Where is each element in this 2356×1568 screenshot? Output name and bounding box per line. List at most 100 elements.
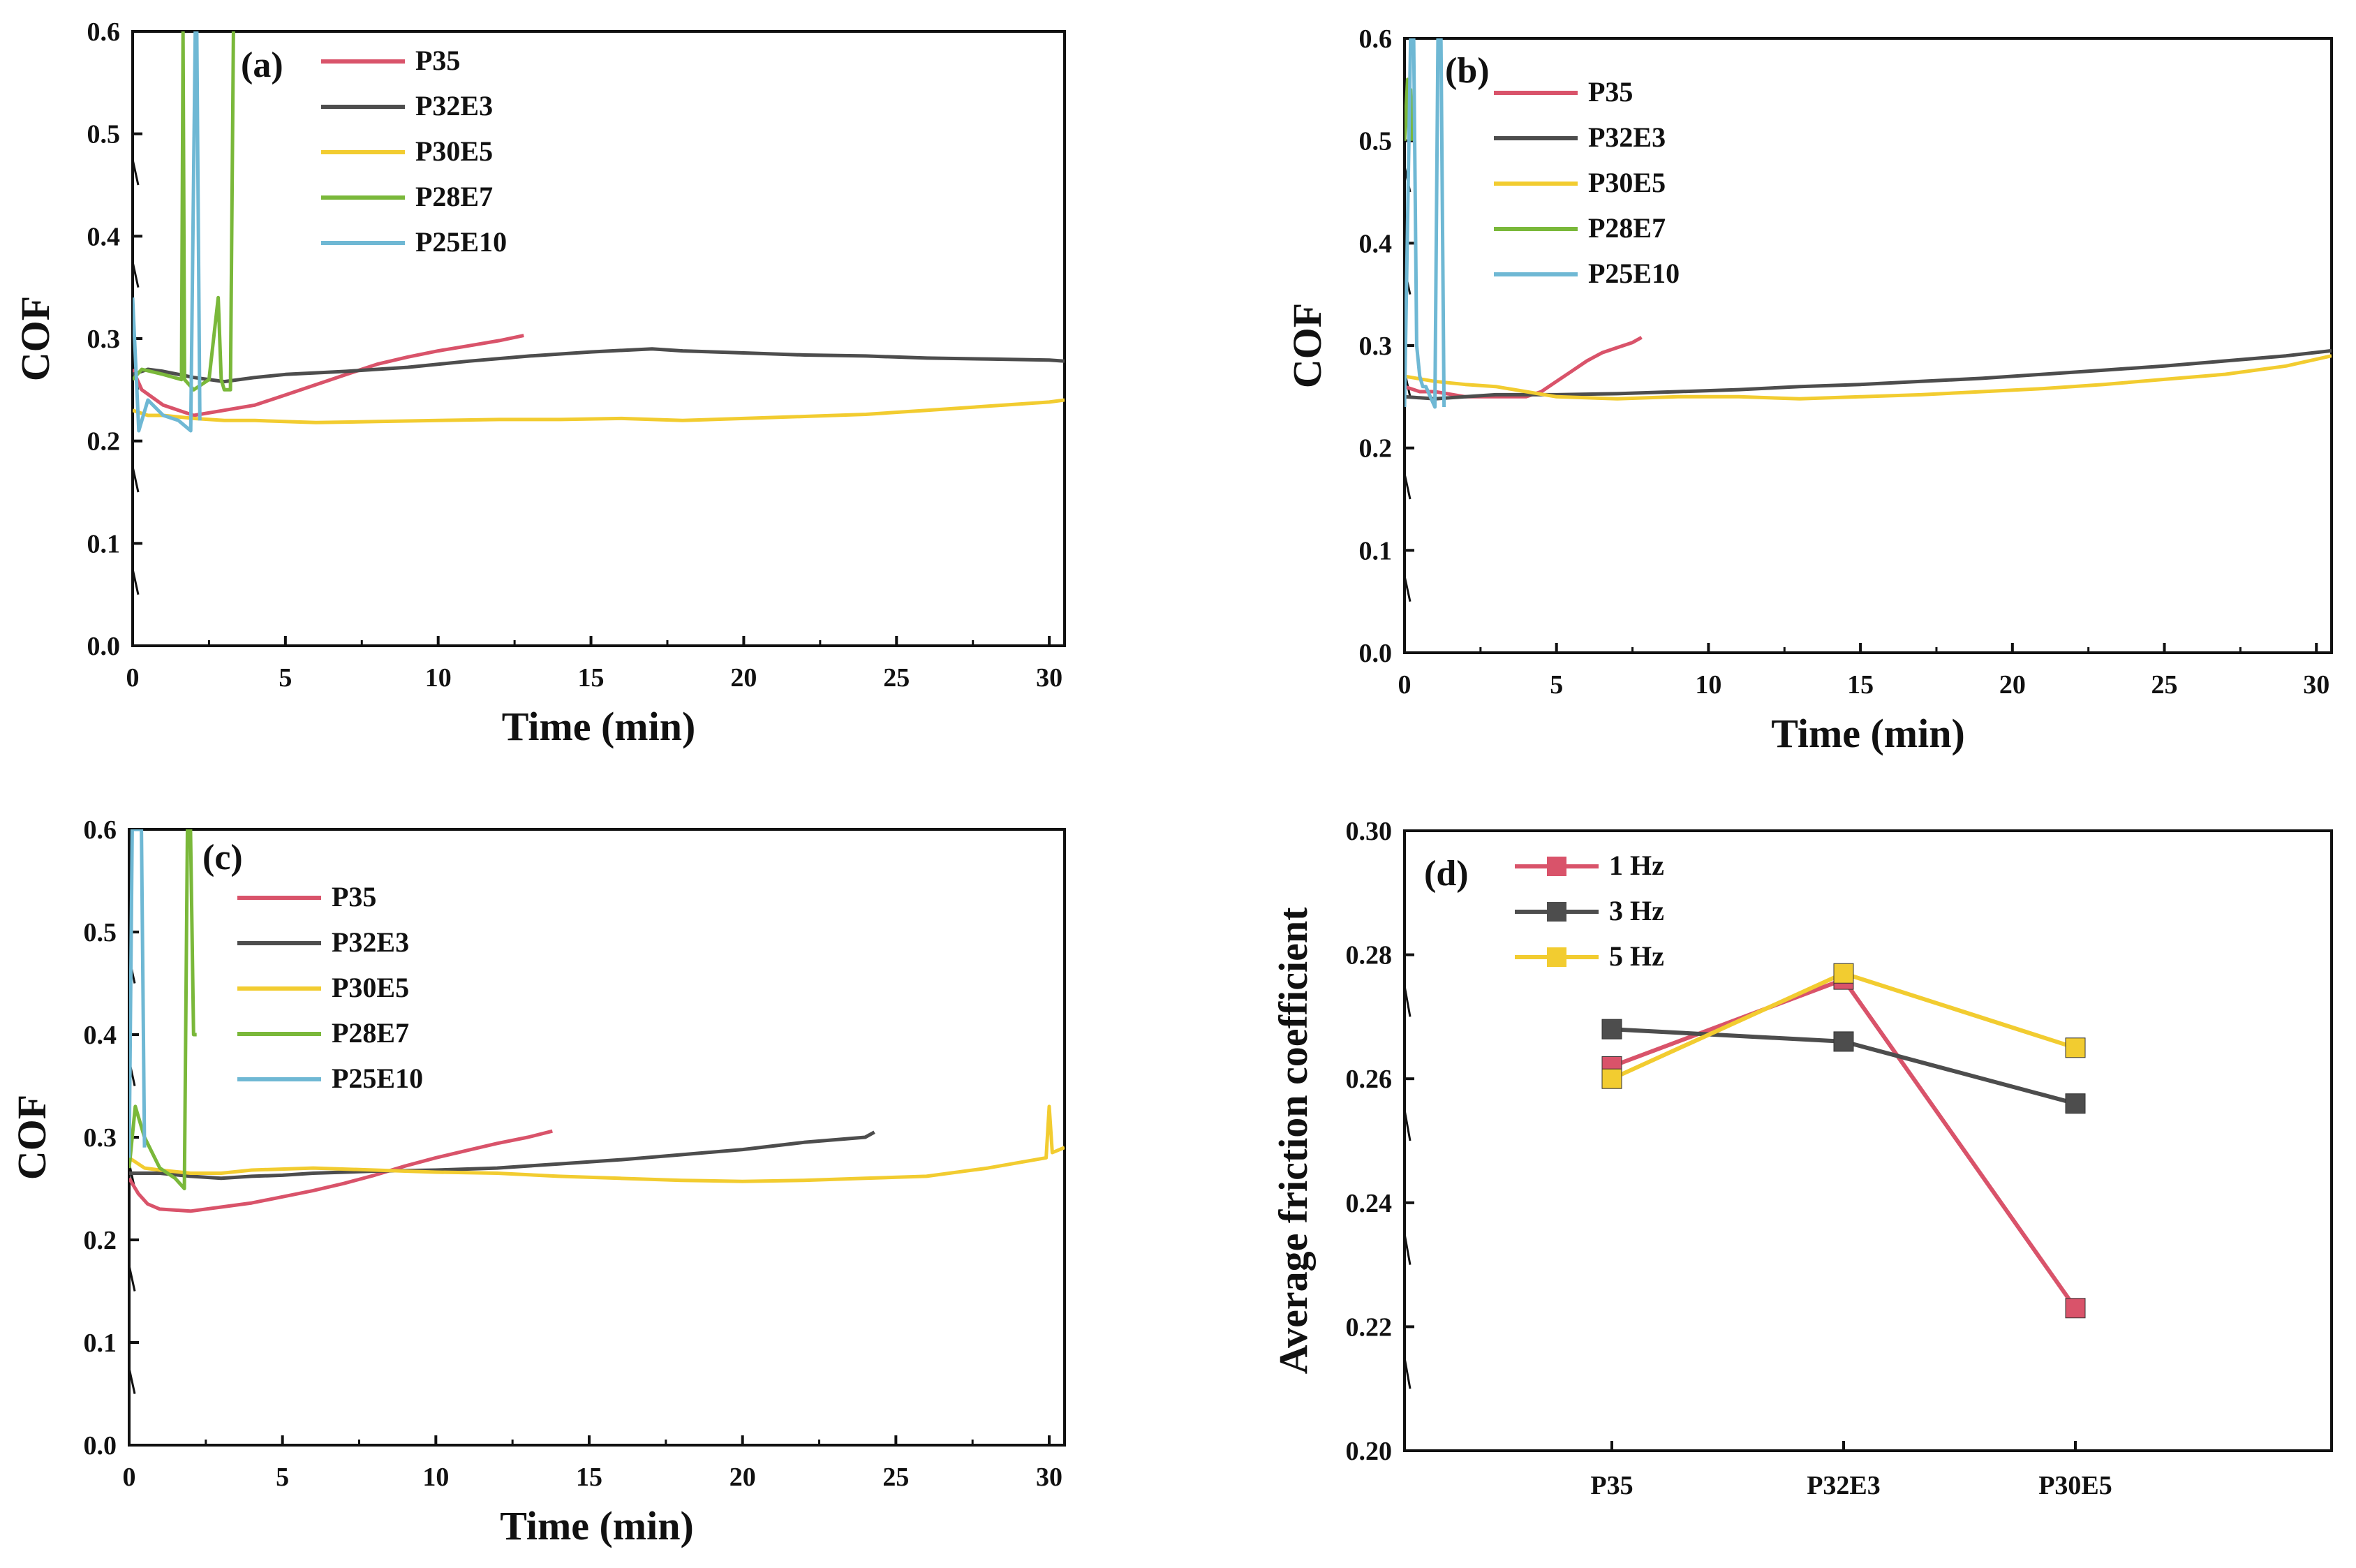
y-tick-label: 0.24 (1346, 1189, 1393, 1218)
series-group (129, 829, 1065, 1213)
legend-label: P35 (415, 45, 460, 76)
y-tick-label: 0.2 (1359, 434, 1393, 464)
series-group (133, 31, 1065, 433)
x-tick-label: P32E3 (1807, 1471, 1881, 1500)
legend-label: P25E10 (1588, 258, 1680, 289)
x-tick-label: 15 (578, 663, 605, 693)
y-minor-tick (1403, 575, 1412, 602)
series-line-p25e10 (129, 829, 147, 1158)
x-tick-label: 0 (126, 663, 140, 693)
y-minor-tick (1403, 1233, 1412, 1265)
y-axis-label: Average friction coefficient (1270, 907, 1316, 1374)
legend-label: 1 Hz (1609, 850, 1664, 881)
x-tick-label: 0 (1398, 670, 1412, 700)
x-axis-label: Time (min) (500, 1503, 694, 1548)
panel-label: (b) (1445, 51, 1490, 91)
panel-label: (a) (241, 45, 283, 85)
data-point-3-hz (1833, 1031, 1854, 1052)
data-point-1-hz (2065, 1298, 2086, 1319)
series-line-p35 (133, 334, 524, 417)
y-tick-label: 0.0 (84, 1431, 117, 1460)
y-minor-tick (1403, 1109, 1412, 1141)
y-axis-label: COF (1284, 303, 1330, 388)
x-tick-label: 10 (1695, 670, 1721, 700)
data-point-5-hz (1833, 963, 1854, 984)
y-axis-label: COF (13, 296, 58, 381)
x-tick-label: 25 (883, 663, 910, 693)
x-tick-label: 30 (1036, 1463, 1062, 1492)
legend-label: P28E7 (415, 181, 493, 212)
legend-marker (1547, 902, 1566, 922)
y-tick-label: 0.28 (1346, 941, 1393, 970)
y-tick-label: 0.2 (87, 427, 121, 457)
x-tick-label: 10 (422, 1463, 449, 1492)
series-line-p32e3 (1405, 348, 2332, 401)
x-axis-label: Time (min) (1771, 711, 1965, 756)
y-tick-label: 0.3 (1359, 332, 1393, 361)
y-minor-tick (1403, 473, 1412, 500)
data-point-3-hz (1601, 1019, 1622, 1040)
data-point-3-hz (2065, 1093, 2086, 1114)
y-minor-tick (131, 159, 140, 186)
data-point-5-hz (1601, 1068, 1622, 1089)
plot-frame (1403, 37, 2333, 654)
y-minor-tick (128, 1368, 136, 1394)
chart-panel-c: 0.0 0.1 0.2 0.3 0.4 0.5 0.6 0 5 10 15 20 25 30 Time (m… (9, 815, 1066, 1548)
x-tick-label: 20 (1999, 670, 2026, 700)
y-tick-label: 0.0 (87, 632, 121, 661)
series-line-p30e5 (129, 1104, 1065, 1183)
x-tick-label: 30 (2303, 670, 2329, 700)
series-line-1-hz (1610, 977, 2077, 1310)
y-tick-label: 0.26 (1346, 1065, 1393, 1094)
chart-panel-a: 0.0 0.1 0.2 0.3 0.4 0.5 0.6 0 5 10 15 20 25 30 Time (m… (13, 17, 1066, 749)
legend-label: P25E10 (415, 226, 507, 258)
y-minor-tick (131, 568, 140, 595)
plot-frame (131, 30, 1066, 647)
chart-panel-d: 0.20 0.22 0.24 0.26 0.28 0.30 P35 P32E3 P30E5 Ave… (1270, 817, 2333, 1500)
legend-label: P35 (332, 881, 376, 912)
y-tick-label: 0.6 (87, 17, 121, 47)
y-tick-label: 0.5 (84, 918, 117, 947)
y-minor-tick (128, 1265, 136, 1292)
y-minor-tick (1403, 1357, 1412, 1389)
y-tick-label: 0.3 (84, 1123, 117, 1153)
x-tick-label: P35 (1590, 1471, 1633, 1500)
y-tick-label: 0.4 (87, 222, 121, 251)
x-tick-label: 10 (425, 663, 452, 693)
legend-label: 3 Hz (1609, 895, 1664, 926)
plot-frame (1403, 829, 2333, 1452)
series-group (1405, 38, 2332, 409)
y-minor-tick (131, 466, 140, 493)
series-line-p28e7 (133, 31, 235, 392)
legend-label: P30E5 (415, 135, 493, 167)
x-tick-label: 5 (279, 663, 292, 693)
y-tick-label: 0.22 (1346, 1312, 1393, 1342)
legend-label: P35 (1588, 76, 1633, 108)
y-tick-label: 0.2 (84, 1226, 117, 1255)
data-point-5-hz (2065, 1037, 2086, 1058)
chart-panel-b: 0.0 0.1 0.2 0.3 0.4 0.5 0.6 0 5 10 15 20 25 30 Time (m… (1284, 24, 2333, 756)
series-line-p35 (129, 1129, 553, 1213)
legend-label: P32E3 (332, 926, 409, 958)
panel-label: (d) (1424, 854, 1469, 894)
y-tick-label: 0.4 (84, 1021, 117, 1050)
legend-label: 5 Hz (1609, 940, 1664, 972)
y-tick-label: 0.1 (1359, 536, 1393, 565)
series-line-p32e3 (133, 347, 1065, 384)
legend-label: P30E5 (332, 972, 409, 1003)
x-tick-label: 20 (729, 1463, 756, 1492)
plot-frame (128, 828, 1066, 1447)
x-tick-label: 25 (882, 1463, 909, 1492)
legend-label: P30E5 (1588, 167, 1666, 198)
y-tick-label: 0.6 (84, 815, 117, 845)
y-axis-label: COF (9, 1095, 54, 1180)
y-tick-label: 0.5 (87, 120, 121, 149)
panel-label: (c) (202, 838, 243, 878)
y-minor-tick (1403, 985, 1412, 1017)
y-tick-label: 0.5 (1359, 127, 1393, 156)
x-tick-label: 20 (730, 663, 757, 693)
x-axis-label: Time (min) (502, 704, 696, 749)
x-tick-label: 15 (1847, 670, 1874, 700)
y-tick-label: 0.3 (87, 325, 121, 354)
